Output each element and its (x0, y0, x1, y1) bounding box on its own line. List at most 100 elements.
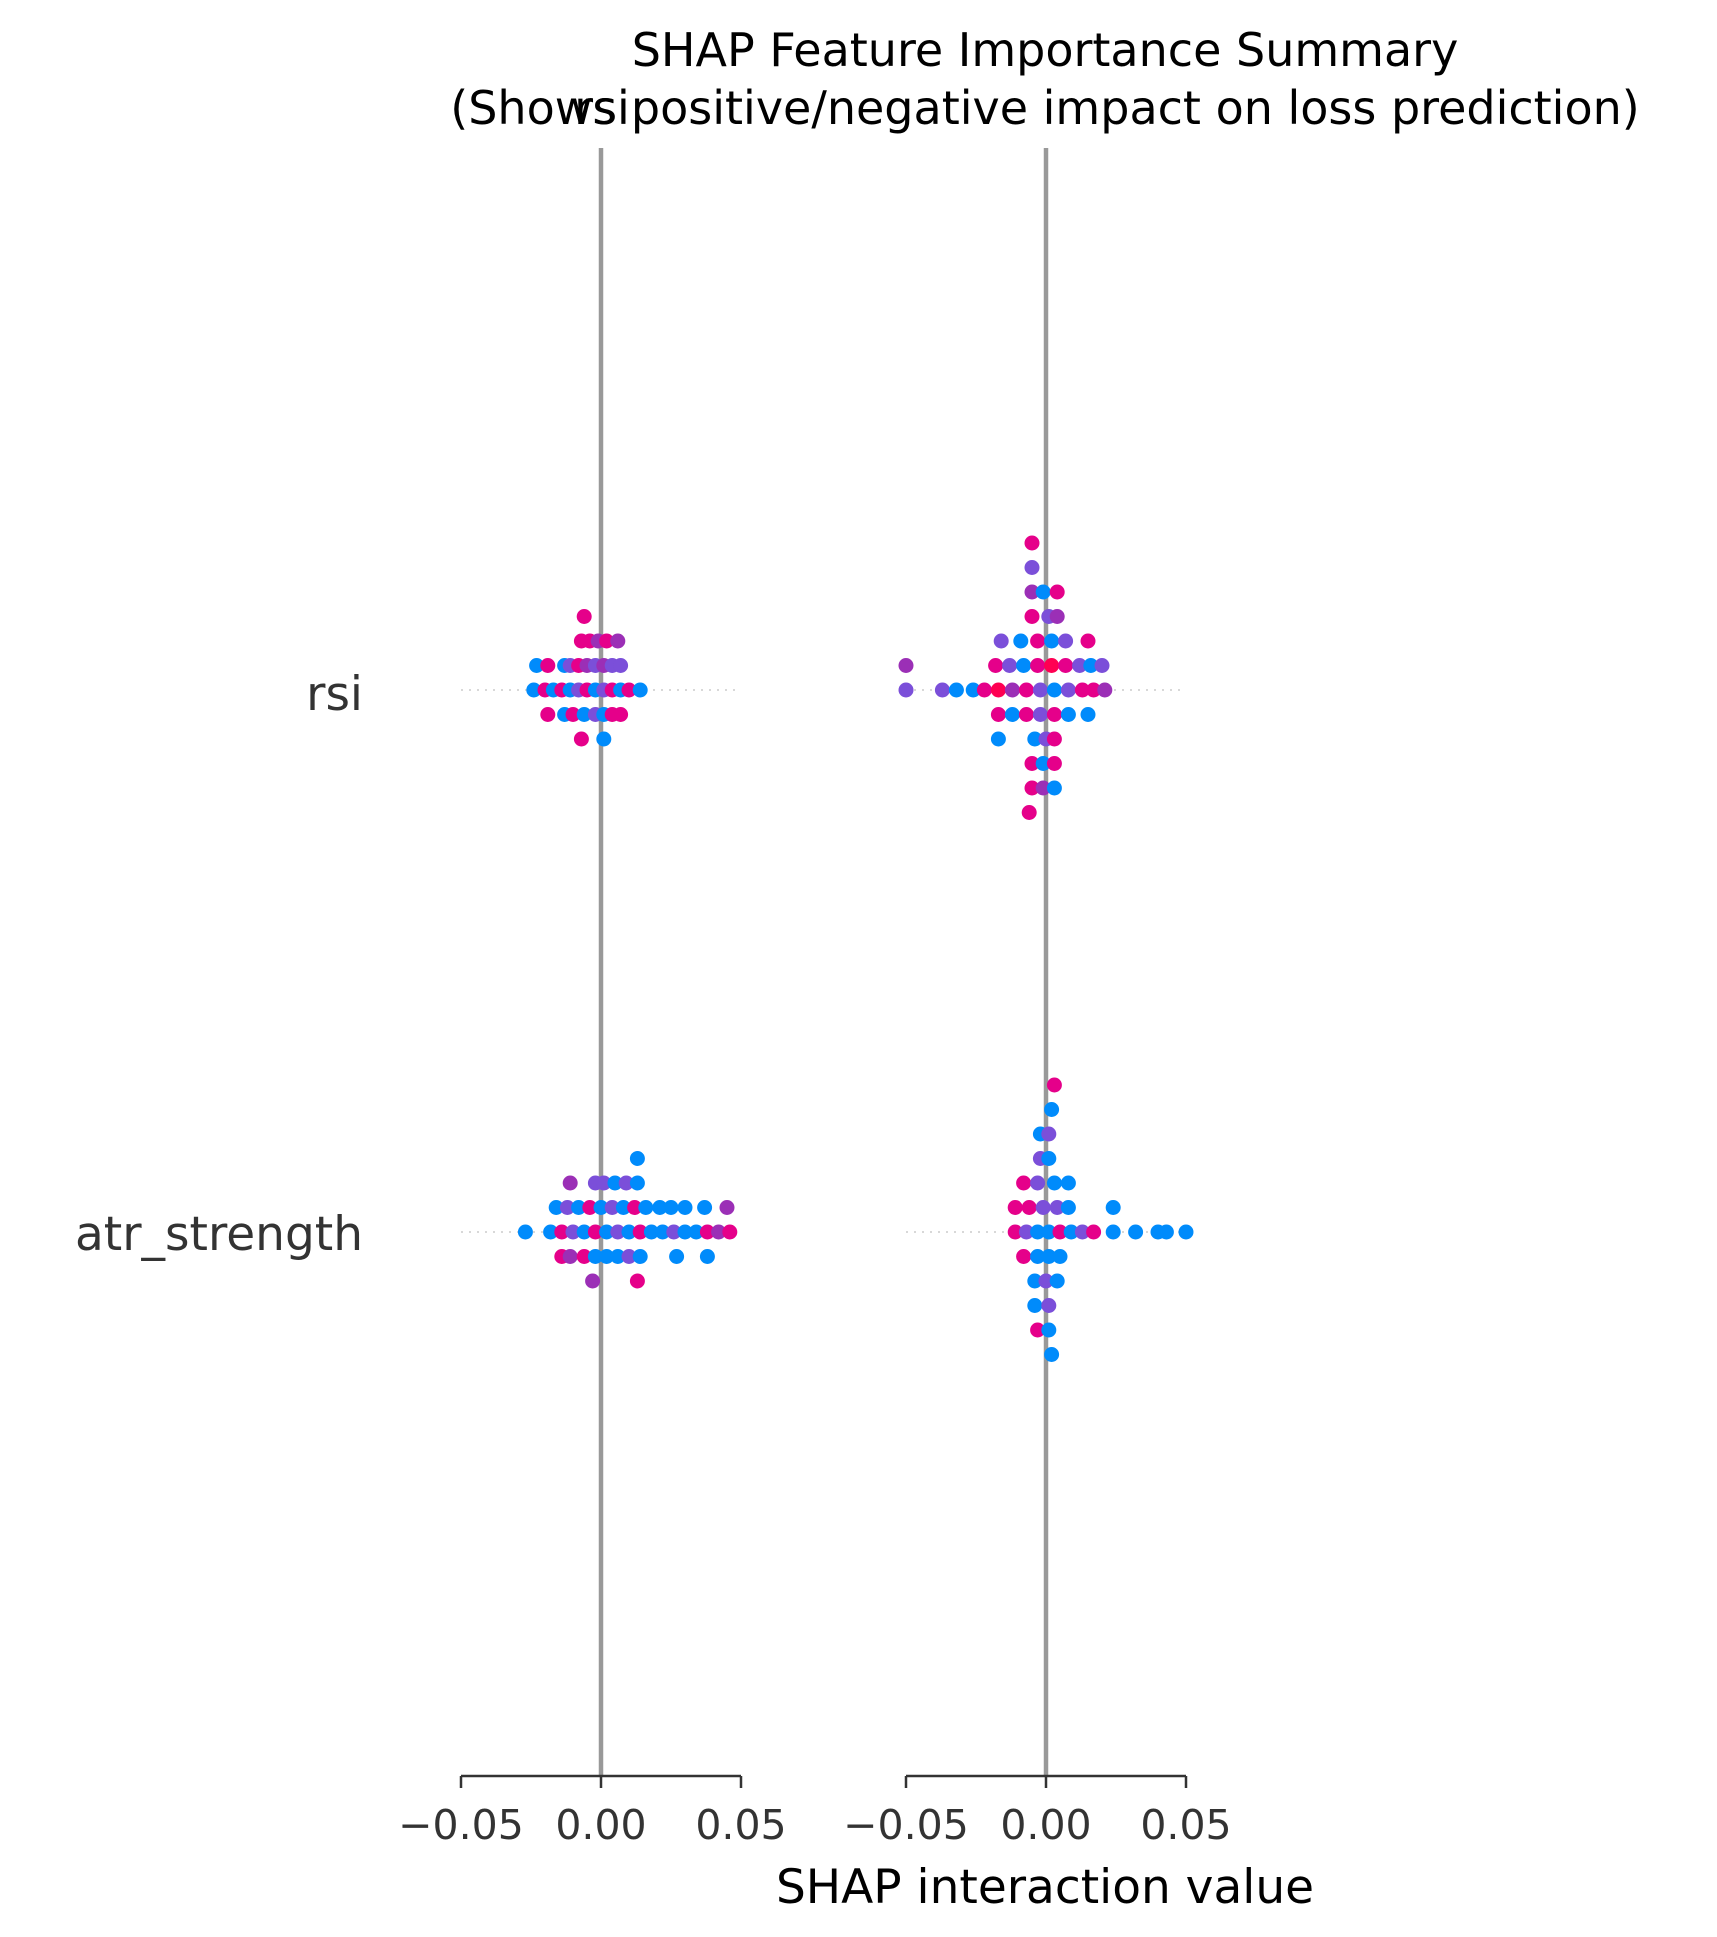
data-point-rsi (948, 682, 964, 698)
data-point-rsi (565, 707, 581, 722)
data-point-atr_strength (607, 1175, 623, 1191)
data-point-atr_strength (677, 1200, 693, 1215)
data-point-rsi (576, 609, 592, 624)
x-tick-label: 0.05 (1140, 1801, 1231, 1849)
data-point-atr_strength (629, 1151, 645, 1166)
data-point-atr_strength (576, 1249, 592, 1264)
data-point-rsi (1086, 682, 1102, 698)
data-point-rsi (529, 658, 545, 673)
data-point-rsi (898, 658, 914, 673)
data-point-atr_strength (1030, 1175, 1046, 1191)
data-point-atr_strength (1060, 1200, 1076, 1215)
data-point-atr_strength (669, 1249, 685, 1264)
data-point-atr_strength (1041, 1224, 1057, 1240)
data-point-atr_strength (1018, 1224, 1034, 1240)
data-point-atr_strength (1041, 1298, 1057, 1313)
data-point-rsi (1046, 780, 1062, 796)
data-point-rsi (1072, 658, 1088, 673)
data-point-atr_strength (562, 1249, 578, 1264)
data-point-rsi (1083, 658, 1099, 673)
data-point-atr_strength (632, 1224, 648, 1240)
data-point-rsi (573, 731, 589, 747)
data-point-atr_strength (1086, 1224, 1102, 1240)
data-point-atr_strength (610, 1249, 626, 1264)
data-point-atr_strength (627, 1200, 643, 1215)
data-point-rsi (1035, 756, 1051, 771)
data-point-atr_strength (1049, 1273, 1065, 1289)
data-point-atr_strength (711, 1224, 727, 1240)
data-point-rsi (632, 682, 648, 698)
data-point-atr_strength (1007, 1224, 1023, 1240)
data-point-rsi (1044, 633, 1060, 649)
data-point-rsi (1004, 682, 1020, 698)
panel-0: −0.05 0.00 0.05 (398, 148, 787, 1849)
data-point-rsi (1016, 658, 1032, 673)
data-point-atr_strength (599, 1249, 615, 1264)
feature-label-rsi: rsi (306, 667, 363, 722)
data-point-rsi (1027, 731, 1043, 747)
data-point-atr_strength (621, 1224, 637, 1240)
data-point-atr_strength (587, 1224, 603, 1240)
data-point-rsi (934, 682, 950, 698)
data-point-atr_strength (699, 1224, 715, 1240)
data-point-atr_strength (554, 1224, 570, 1240)
data-point-atr_strength (615, 1200, 631, 1215)
data-point-atr_strength (632, 1249, 648, 1264)
data-point-atr_strength (1105, 1224, 1121, 1240)
data-point-atr_strength (1049, 1200, 1065, 1215)
data-point-rsi (1046, 756, 1062, 771)
data-point-rsi (613, 707, 629, 722)
data-point-atr_strength (1044, 1347, 1060, 1362)
data-point-rsi (898, 682, 914, 698)
data-point-atr_strength (1027, 1273, 1043, 1289)
data-point-atr_strength (621, 1249, 637, 1264)
data-point-atr_strength (697, 1200, 713, 1215)
data-point-atr_strength (517, 1224, 533, 1240)
data-point-rsi (1046, 707, 1062, 722)
data-point-atr_strength (638, 1200, 654, 1215)
data-point-atr_strength (1046, 1077, 1062, 1093)
data-point-atr_strength (1052, 1224, 1068, 1240)
chart-title-line-2: (Shows positive/negative impact on loss … (450, 81, 1639, 135)
data-point-atr_strength (576, 1224, 592, 1240)
data-point-atr_strength (1041, 1322, 1057, 1338)
data-point-atr_strength (663, 1200, 679, 1215)
x-tick-label: 0.00 (1000, 1801, 1091, 1849)
data-point-rsi (621, 682, 637, 698)
data-point-rsi (1044, 658, 1060, 673)
data-point-atr_strength (548, 1200, 564, 1215)
x-tick-label: 0.05 (695, 1801, 786, 1849)
data-point-rsi (990, 707, 1006, 722)
data-point-rsi (1094, 658, 1110, 673)
data-point-rsi (965, 682, 981, 698)
data-point-atr_strength (1105, 1200, 1121, 1215)
plot-panels: −0.05 0.00 0.05 −0.05 0.00 0.05 (398, 148, 1232, 1849)
data-point-atr_strength (1016, 1175, 1032, 1191)
data-point-atr_strength (1030, 1224, 1046, 1240)
data-point-atr_strength (1063, 1224, 1079, 1240)
data-point-rsi (1049, 584, 1065, 600)
panel-title-rsi: rsi (574, 81, 630, 135)
data-point-atr_strength (1030, 1249, 1046, 1264)
data-point-rsi (540, 707, 556, 722)
data-point-atr_strength (652, 1200, 668, 1215)
data-point-atr_strength (1035, 1200, 1051, 1215)
data-point-atr_strength (1060, 1175, 1076, 1191)
data-point-rsi (1058, 658, 1074, 673)
data-point-atr_strength (596, 1175, 612, 1191)
panel-1: −0.05 0.00 0.05 (843, 148, 1232, 1849)
data-point-rsi (1018, 707, 1034, 722)
data-point-rsi (1004, 707, 1020, 722)
data-point-rsi (990, 731, 1006, 747)
data-point-rsi (1024, 756, 1040, 771)
data-point-atr_strength (699, 1249, 715, 1264)
data-point-rsi (1032, 682, 1048, 698)
data-point-rsi (1013, 633, 1029, 649)
data-point-atr_strength (1007, 1200, 1023, 1215)
data-point-atr_strength (719, 1200, 735, 1215)
data-point-rsi (976, 682, 992, 698)
data-point-rsi (1024, 584, 1040, 600)
data-point-atr_strength (1052, 1249, 1068, 1264)
